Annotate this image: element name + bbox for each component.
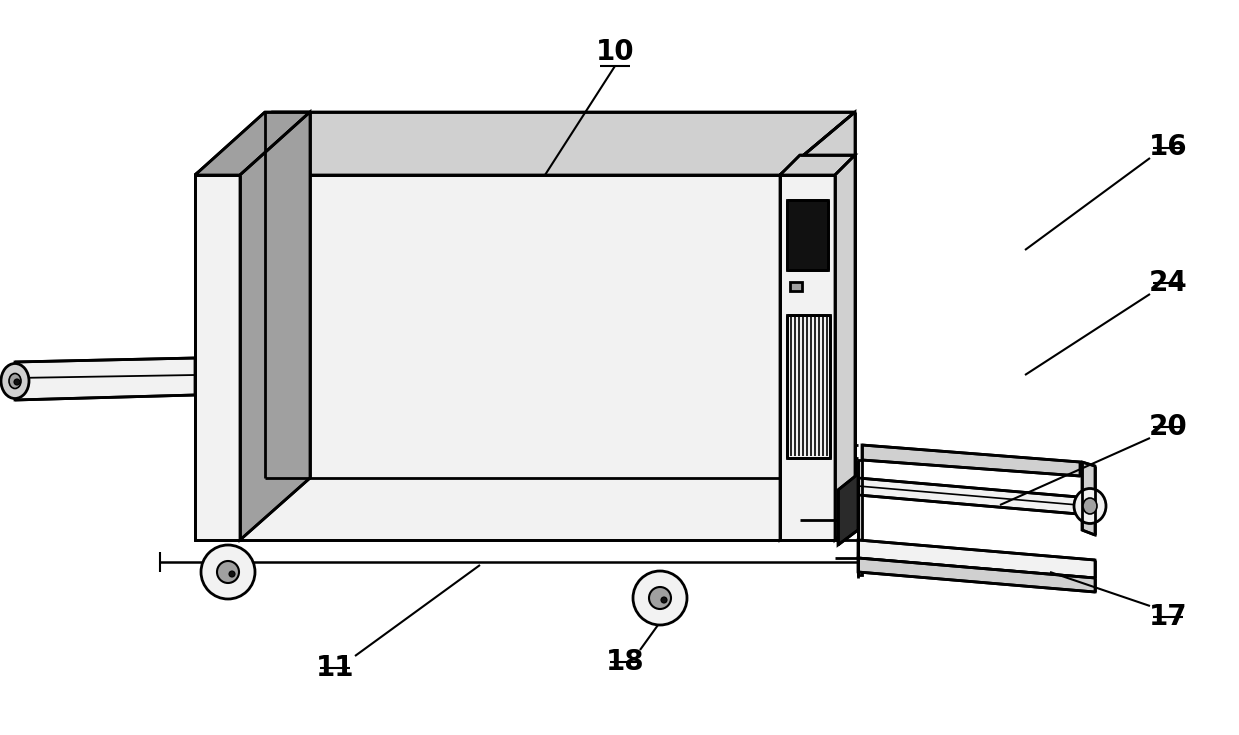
Ellipse shape	[9, 373, 21, 389]
Circle shape	[229, 571, 235, 577]
Polygon shape	[240, 112, 310, 540]
Circle shape	[660, 597, 667, 603]
Polygon shape	[195, 175, 240, 540]
Text: 10: 10	[596, 38, 634, 66]
Polygon shape	[838, 474, 857, 545]
Polygon shape	[195, 175, 781, 540]
Ellipse shape	[1083, 498, 1097, 514]
Polygon shape	[195, 112, 855, 175]
Polygon shape	[857, 460, 862, 575]
Polygon shape	[857, 478, 1090, 515]
Polygon shape	[787, 200, 828, 270]
Polygon shape	[857, 540, 1095, 578]
Polygon shape	[787, 315, 830, 458]
Circle shape	[633, 571, 686, 625]
Text: 18: 18	[606, 648, 644, 676]
Polygon shape	[857, 558, 1095, 592]
Polygon shape	[781, 112, 855, 540]
Ellipse shape	[1, 364, 28, 398]
Polygon shape	[195, 112, 310, 175]
Circle shape	[649, 587, 672, 609]
Polygon shape	[862, 445, 1080, 476]
Circle shape	[14, 379, 20, 385]
Text: 20: 20	[1149, 413, 1187, 441]
Text: 16: 16	[1149, 133, 1187, 161]
Polygon shape	[1082, 462, 1095, 535]
Ellipse shape	[1074, 489, 1106, 523]
Circle shape	[217, 561, 239, 583]
Polygon shape	[790, 282, 802, 291]
Polygon shape	[781, 155, 855, 175]
Polygon shape	[835, 155, 855, 540]
Circle shape	[201, 545, 255, 599]
Text: 17: 17	[1149, 603, 1187, 631]
Polygon shape	[781, 175, 835, 540]
Text: 24: 24	[1149, 269, 1187, 297]
Text: 11: 11	[316, 654, 354, 682]
Polygon shape	[15, 358, 195, 400]
